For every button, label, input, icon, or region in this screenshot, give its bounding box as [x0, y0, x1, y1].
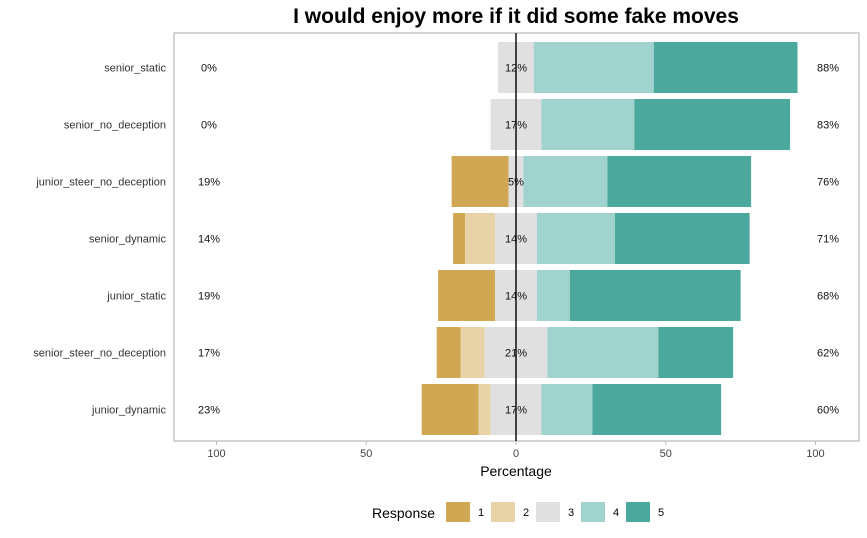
bar-segment [592, 384, 722, 435]
category-label: senior_static [104, 63, 166, 75]
left-percent-label: 0% [201, 63, 217, 75]
bar-segment [478, 384, 491, 435]
x-tick-label: 100 [207, 448, 225, 460]
bar-segment [451, 156, 509, 207]
chart-title: I would enjoy more if it did some fake m… [293, 5, 739, 28]
bar-segment [523, 156, 608, 207]
legend-label: 4 [613, 507, 619, 519]
bar-segment [460, 327, 485, 378]
left-percent-label: 23% [198, 405, 220, 417]
x-tick-label: 100 [806, 448, 824, 460]
bar-segment [465, 213, 496, 264]
bar-segment [421, 384, 479, 435]
left-percent-label: 19% [198, 177, 220, 189]
category-label: junior_dynamic [91, 405, 166, 417]
bar-segment [614, 213, 750, 264]
x-tick-label: 50 [660, 448, 672, 460]
right-percent-label: 83% [817, 120, 839, 132]
center-percent-label: 14% [505, 291, 527, 303]
category-label: junior_steer_no_deception [35, 177, 166, 189]
bar-segment [547, 327, 659, 378]
x-tick-label: 0 [513, 448, 519, 460]
center-percent-label: 17% [505, 405, 527, 417]
center-percent-label: 5% [508, 177, 524, 189]
left-percent-label: 14% [198, 234, 220, 246]
left-percent-label: 17% [198, 348, 220, 360]
category-label: senior_dynamic [89, 234, 167, 246]
legend: Response 1 2 3 4 5 [372, 502, 664, 522]
bar-segment [653, 42, 798, 93]
x-tick-label: 50 [360, 448, 372, 460]
bar-segment [533, 42, 654, 93]
legend-title: Response [372, 505, 435, 521]
right-percent-label: 71% [817, 234, 839, 246]
labels-group: senior_static 0% 12% 88% senior_no_deception… [33, 63, 839, 417]
center-percent-label: 17% [505, 120, 527, 132]
left-percent-label: 19% [198, 291, 220, 303]
category-label: senior_steer_no_deception [33, 348, 166, 360]
x-axis: 100 50 0 50 100 [207, 441, 825, 460]
bar-segment [541, 384, 593, 435]
bar-segment [607, 156, 752, 207]
center-percent-label: 12% [505, 63, 527, 75]
bar-segment [536, 270, 570, 321]
legend-label: 3 [568, 507, 574, 519]
legend-swatch [536, 502, 560, 522]
bar-segment [634, 99, 791, 150]
right-percent-label: 60% [817, 405, 839, 417]
bar-segment [438, 270, 496, 321]
right-percent-label: 88% [817, 63, 839, 75]
bar-segment [436, 327, 461, 378]
bar-segment [541, 99, 635, 150]
left-percent-label: 0% [201, 120, 217, 132]
category-label: junior_static [106, 291, 166, 303]
bar-segment [453, 213, 466, 264]
category-label: senior_no_deception [64, 120, 166, 132]
center-percent-label: 21% [505, 348, 527, 360]
bar-segment [658, 327, 734, 378]
right-percent-label: 76% [817, 177, 839, 189]
right-percent-label: 68% [817, 291, 839, 303]
bar-segment [536, 213, 615, 264]
legend-label: 2 [523, 507, 529, 519]
right-percent-label: 62% [817, 348, 839, 360]
legend-swatch [491, 502, 515, 522]
legend-label: 1 [478, 507, 484, 519]
legend-swatch [581, 502, 605, 522]
legend-swatch [626, 502, 650, 522]
legend-swatch [446, 502, 470, 522]
x-axis-title: Percentage [480, 463, 552, 479]
bar-segment [569, 270, 741, 321]
center-percent-label: 14% [505, 234, 527, 246]
legend-label: 5 [658, 507, 664, 519]
